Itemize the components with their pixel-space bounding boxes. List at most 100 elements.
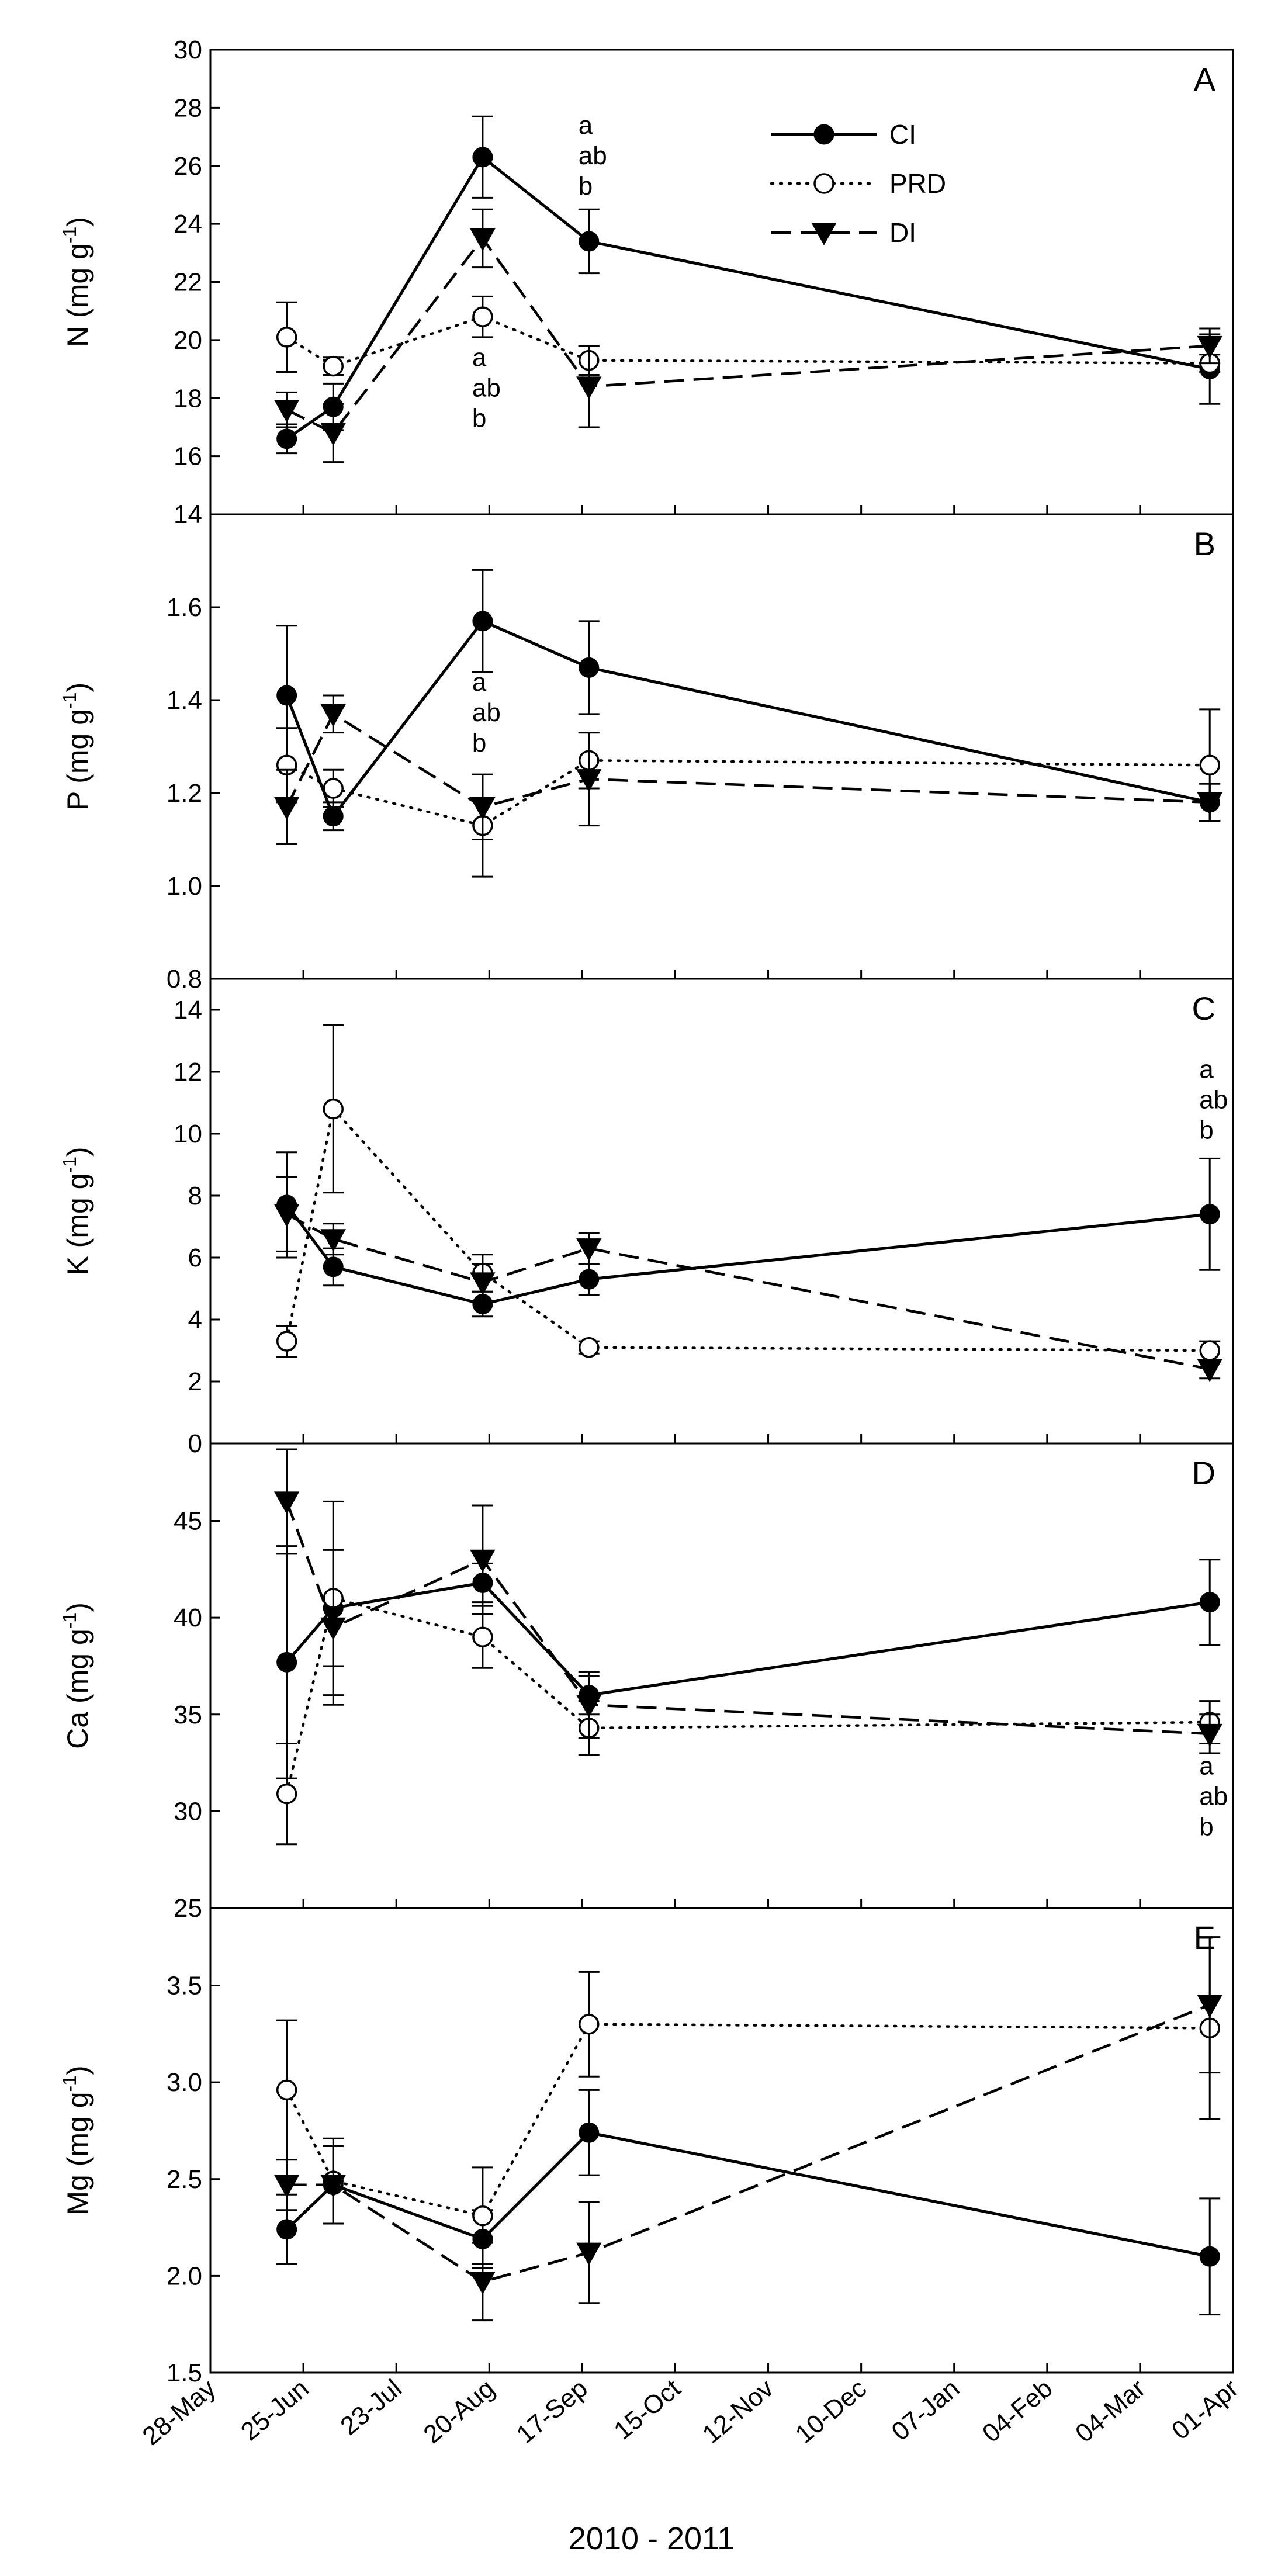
panel-frame bbox=[209, 1907, 1234, 2374]
significance-letter: a bbox=[472, 668, 487, 697]
panel-letter: B bbox=[1194, 525, 1215, 562]
panel-letter: C bbox=[1192, 990, 1215, 1027]
y-tick-label: 3.0 bbox=[167, 2068, 202, 2097]
data-point bbox=[576, 1238, 602, 1262]
data-point bbox=[320, 423, 346, 446]
y-tick-label: 26 bbox=[174, 152, 202, 181]
y-tick-label: 2 bbox=[188, 1367, 202, 1396]
data-point bbox=[579, 231, 600, 252]
data-point bbox=[579, 2122, 600, 2143]
y-tick-label: 12 bbox=[174, 1058, 202, 1086]
y-tick-label: 14 bbox=[174, 500, 202, 529]
data-point bbox=[276, 428, 297, 449]
series-line bbox=[285, 759, 1211, 827]
data-point bbox=[276, 1783, 297, 1805]
legend-marker bbox=[811, 223, 837, 246]
data-point bbox=[576, 376, 602, 400]
y-tick-label: 4 bbox=[188, 1306, 202, 1334]
data-point bbox=[579, 1269, 600, 1290]
data-point bbox=[470, 228, 496, 252]
data-point bbox=[578, 2014, 600, 2035]
data-point bbox=[472, 1626, 493, 1647]
data-point bbox=[320, 2175, 346, 2198]
y-tick-label: 2.0 bbox=[167, 2262, 202, 2290]
y-tick-label: 22 bbox=[174, 268, 202, 297]
legend: CI PRD DI bbox=[770, 119, 946, 248]
data-point bbox=[320, 1229, 346, 1252]
significance-letter: ab bbox=[472, 698, 501, 727]
y-tick-label: 20 bbox=[174, 326, 202, 355]
data-point bbox=[470, 1272, 496, 1296]
data-point bbox=[470, 797, 496, 820]
series-prd bbox=[276, 1024, 1221, 1361]
legend-label: CI bbox=[889, 119, 916, 150]
panel-e: 1.52.02.53.03.5Mg (mg g-1)E bbox=[59, 1907, 1234, 2387]
data-point bbox=[472, 611, 493, 632]
data-point bbox=[273, 1204, 300, 1227]
data-point bbox=[1199, 1592, 1220, 1613]
series-di bbox=[273, 1176, 1222, 1382]
y-tick-label: 25 bbox=[174, 1894, 202, 1923]
y-tick-label: 1.2 bbox=[167, 779, 202, 808]
significance-letter: ab bbox=[472, 374, 501, 403]
series-di bbox=[273, 208, 1222, 463]
data-point bbox=[276, 1651, 297, 1673]
data-point bbox=[323, 778, 344, 799]
y-tick-label: 24 bbox=[174, 210, 202, 238]
legend-marker bbox=[813, 124, 834, 145]
series-di bbox=[273, 694, 1222, 845]
y-tick-label: 1.0 bbox=[167, 872, 202, 901]
panel-letter: D bbox=[1192, 1455, 1215, 1491]
data-point bbox=[273, 2175, 300, 2198]
y-tick-label: 2.5 bbox=[167, 2165, 202, 2194]
y-tick-label: 1.5 bbox=[167, 2359, 202, 2387]
significance-letter: b bbox=[472, 729, 486, 757]
y-axis-title: Mg (mg g-1) bbox=[59, 2065, 94, 2215]
y-tick-label: 0 bbox=[188, 1429, 202, 1458]
data-point bbox=[323, 806, 344, 827]
y-tick-label: 35 bbox=[174, 1701, 202, 1729]
data-point bbox=[472, 306, 493, 327]
significance-letter: b bbox=[472, 404, 486, 433]
data-point bbox=[576, 1695, 602, 1718]
data-point bbox=[1197, 792, 1222, 815]
significance-letter: ab bbox=[579, 141, 607, 170]
data-point bbox=[472, 147, 493, 168]
data-point bbox=[276, 2079, 297, 2101]
data-point bbox=[576, 769, 602, 792]
series-di bbox=[273, 1936, 1222, 2322]
x-axis-title: 2010 - 2011 bbox=[569, 2521, 735, 2556]
panel-letter: A bbox=[1194, 61, 1216, 98]
data-point bbox=[470, 2272, 496, 2295]
y-tick-label: 30 bbox=[174, 1797, 202, 1826]
legend-label: PRD bbox=[889, 168, 946, 199]
y-axis-title: Ca (mg g-1) bbox=[59, 1602, 94, 1749]
y-tick-label: 30 bbox=[174, 36, 202, 64]
data-point bbox=[323, 1098, 344, 1120]
significance-letter: b bbox=[1199, 1812, 1213, 1841]
y-tick-label: 10 bbox=[174, 1120, 202, 1148]
series-di bbox=[273, 1448, 1222, 1754]
significance-letter: a bbox=[472, 344, 487, 372]
significance-letter: b bbox=[1199, 1116, 1213, 1145]
y-tick-label: 6 bbox=[188, 1244, 202, 1272]
y-axis-title: P (mg g-1) bbox=[59, 683, 94, 811]
data-point bbox=[273, 797, 300, 820]
significance-letter: a bbox=[1199, 1751, 1214, 1780]
data-point bbox=[276, 1331, 297, 1352]
data-point bbox=[1199, 1340, 1220, 1361]
data-point bbox=[1197, 1359, 1222, 1382]
legend-label: DI bbox=[889, 217, 916, 248]
data-point bbox=[276, 685, 297, 706]
legend-entry-di: DI bbox=[771, 217, 916, 248]
y-axis-title: N (mg g-1) bbox=[59, 217, 94, 347]
data-point bbox=[1199, 2246, 1220, 2267]
data-point bbox=[323, 355, 344, 377]
y-tick-label: 45 bbox=[174, 1507, 202, 1536]
data-point bbox=[1197, 1723, 1222, 1747]
y-tick-label: 3.5 bbox=[167, 1972, 202, 2000]
